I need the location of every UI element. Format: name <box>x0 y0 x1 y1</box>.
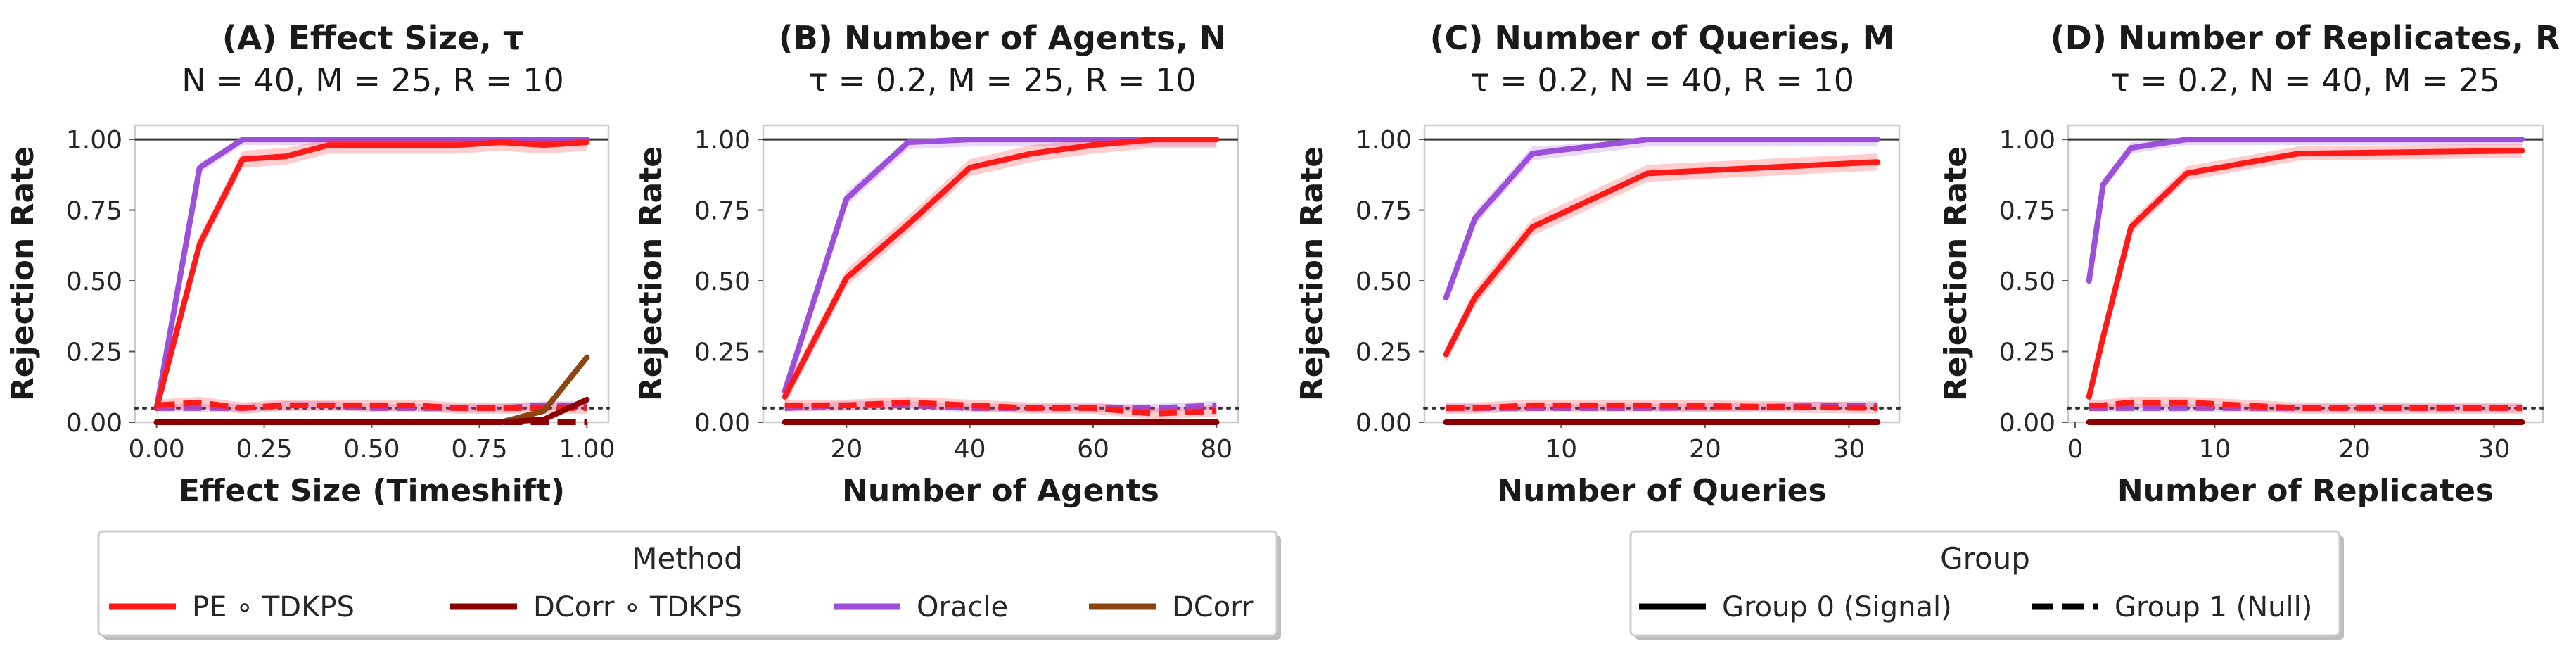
chart-title: (C) Number of Queries, M <box>1430 19 1895 57</box>
y-tick-label: 1.00 <box>66 126 122 155</box>
legend-entry-label: Group 1 (Null) <box>2115 591 2312 624</box>
x-tick-label: 60 <box>1077 435 1109 464</box>
y-tick-label: 0.00 <box>66 409 122 438</box>
legend-entry-label: Oracle <box>917 591 1008 624</box>
x-tick-label: 0 <box>2067 435 2083 464</box>
x-tick-label: 30 <box>1833 435 1866 464</box>
y-tick-label: 0.25 <box>66 339 122 367</box>
series-line-oracle-signal <box>2086 137 2525 284</box>
y-tick-label: 0.50 <box>1356 267 1412 296</box>
y-tick-label: 0.00 <box>1999 409 2055 438</box>
chart-title: (A) Effect Size, τ <box>222 19 524 57</box>
x-axis-label: Effect Size (Timeshift) <box>179 473 565 509</box>
y-tick-label: 1.00 <box>1356 126 1412 155</box>
x-tick-label: 10 <box>2199 435 2231 464</box>
y-tick-label: 0.00 <box>694 409 751 438</box>
group-legend-title: Group <box>1940 541 2030 576</box>
series-line-pe-tdkps-signal <box>153 139 590 411</box>
legend-entry-label: Group 0 (Signal) <box>1722 591 1952 624</box>
y-axis-label: Rejection Rate <box>5 146 41 401</box>
x-tick-label: 10 <box>1545 435 1577 464</box>
y-tick-label: 1.00 <box>1999 126 2055 155</box>
chart-subtitle: τ = 0.2, N = 40, M = 25 <box>2110 61 2500 99</box>
y-tick-label: 0.75 <box>1356 197 1412 226</box>
series-line-pe-tdkps-signal <box>2086 148 2525 400</box>
series-line-pe-tdkps-null <box>2089 399 2523 411</box>
y-tick-label: 0.50 <box>66 267 122 296</box>
chart-panel-3: (D) Number of Replicates, R τ = 0.2, N = … <box>1938 19 2560 509</box>
legend-entry-label: DCorr <box>1172 591 1254 624</box>
x-tick-label: 0.50 <box>343 435 400 464</box>
x-tick-label: 0.00 <box>129 435 185 464</box>
y-tick-label: 0.25 <box>694 339 751 367</box>
chart-subtitle: τ = 0.2, N = 40, R = 10 <box>1470 61 1854 99</box>
series-line-pe-tdkps-null <box>784 399 1217 417</box>
y-tick-label: 0.50 <box>1999 267 2055 296</box>
plot-area <box>134 124 610 424</box>
plot-area <box>762 124 1239 424</box>
series-line-pe-tdkps-null <box>156 399 587 411</box>
y-tick-label: 0.25 <box>1999 339 2055 367</box>
y-tick-label: 0.00 <box>1356 409 1412 438</box>
method-legend <box>97 530 1278 637</box>
chart-subtitle: N = 40, M = 25, R = 10 <box>181 61 564 99</box>
group-legend <box>1629 530 2341 637</box>
chart-panel-1: (B) Number of Agents, N τ = 0.2, M = 25, … <box>633 19 1239 509</box>
y-axis-label: Rejection Rate <box>633 146 669 401</box>
x-tick-label: 0.75 <box>451 435 507 464</box>
x-tick-label: 20 <box>830 435 862 464</box>
x-tick-label: 20 <box>1689 435 1721 464</box>
chart-subtitle: τ = 0.2, M = 25, R = 10 <box>808 61 1196 99</box>
series-line-oracle-signal <box>153 137 590 411</box>
method-legend-title: Method <box>632 541 743 576</box>
y-tick-label: 0.75 <box>694 197 751 226</box>
legend-entry-label: PE ∘ TDKPS <box>192 591 355 624</box>
y-tick-label: 1.00 <box>694 126 751 155</box>
x-axis-label: Number of Replicates <box>2117 473 2494 509</box>
y-tick-label: 0.75 <box>1999 197 2055 226</box>
plot-area <box>2067 124 2544 424</box>
y-tick-label: 0.25 <box>1356 339 1412 367</box>
x-tick-label: 20 <box>2338 435 2371 464</box>
legend-entry-label: DCorr ∘ TDKPS <box>533 591 742 624</box>
x-axis-label: Number of Queries <box>1497 473 1826 509</box>
x-tick-label: 40 <box>954 435 986 464</box>
x-tick-label: 0.25 <box>236 435 292 464</box>
x-axis-label: Number of Agents <box>842 473 1159 509</box>
series-line-pe-tdkps-null <box>1446 402 1878 411</box>
y-axis-label: Rejection Rate <box>1938 146 1974 401</box>
series-line-pe-tdkps-signal <box>782 137 1220 400</box>
y-tick-label: 0.50 <box>694 267 751 296</box>
chart-title: (D) Number of Replicates, R <box>2051 19 2561 57</box>
chart-panel-2: (C) Number of Queries, M τ = 0.2, N = 40,… <box>1294 19 1901 509</box>
series-line-oracle-signal <box>1443 137 1881 301</box>
chart-title: (B) Number of Agents, N <box>779 19 1227 57</box>
x-tick-label: 80 <box>1200 435 1232 464</box>
series-line-pe-tdkps-signal <box>1443 159 1881 358</box>
y-axis-label: Rejection Rate <box>1294 146 1330 401</box>
x-tick-label: 1.00 <box>559 435 615 464</box>
x-tick-label: 30 <box>2478 435 2511 464</box>
chart-panel-0: (A) Effect Size, τ N = 40, M = 25, R = 10… <box>5 19 615 509</box>
y-tick-label: 0.75 <box>66 197 122 226</box>
